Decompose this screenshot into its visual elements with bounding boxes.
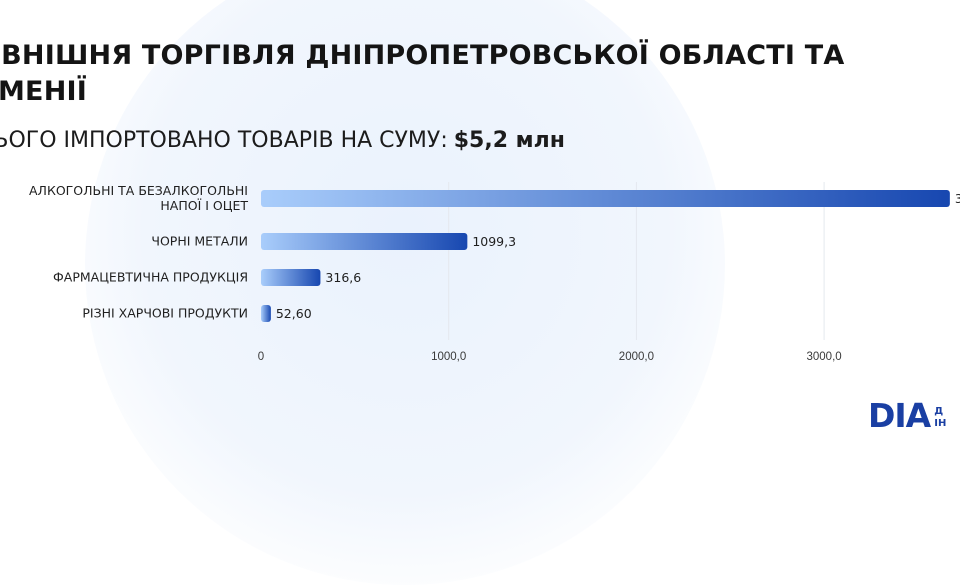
subtitle-amount: $5,2 млн (453, 128, 565, 153)
x-tick-label: 3000,0 (807, 351, 842, 363)
logo-wordmark: DIA (868, 396, 931, 435)
import-bar-chart: 0 1000,0 2000,0 3000,0 АЛКОГОЛЬНІ ТА БЕЗАЛКО… (29, 182, 960, 363)
category-label: АЛКОГОЛЬНІ ТА БЕЗАЛКОГОЛЬНІ (29, 183, 248, 198)
category-label: ЧОРНІ МЕТАЛИ (151, 234, 248, 249)
value-label: 52,60 (276, 306, 312, 321)
title-line-1: ОВНІШНЯ ТОРГІВЛЯ ДНІПРОПЕТРОВСЬКОЇ ОБЛАС… (0, 40, 845, 71)
category-label: НАПОЇ І ОЦЕТ (160, 198, 248, 213)
dia-logo: DIA Д ІН (868, 398, 960, 434)
logo-side-text: Д ІН (934, 406, 960, 430)
value-label: 316,6 (325, 270, 361, 285)
bar (261, 233, 468, 250)
title-line-2: РМЕНІЇ (0, 76, 87, 107)
value-label: 3 (955, 191, 960, 206)
bar (261, 190, 950, 207)
page-subtitle: СЬОГО ІМПОРТОВАНО ТОВАРІВ НА СУМУ: $5,2 м… (0, 128, 565, 153)
x-tick-label: 2000,0 (619, 351, 654, 363)
logo-side-line-1: Д (934, 406, 944, 417)
category-label: ФАРМАЦЕВТИЧНА ПРОДУКЦІЯ (53, 270, 248, 285)
page-title: ОВНІШНЯ ТОРГІВЛЯ ДНІПРОПЕТРОВСЬКОЇ ОБЛАС… (0, 38, 938, 110)
bar (261, 305, 271, 322)
bar (261, 269, 321, 286)
x-tick-label: 1000,0 (431, 351, 466, 363)
category-label: РІЗНІ ХАРЧОВІ ПРОДУКТИ (82, 306, 248, 321)
x-tick-label: 0 (258, 351, 264, 363)
subtitle-label: СЬОГО ІМПОРТОВАНО ТОВАРІВ НА СУМУ: (0, 128, 448, 153)
value-label: 1099,3 (472, 234, 516, 249)
logo-side-line-2: ІН (934, 418, 947, 429)
